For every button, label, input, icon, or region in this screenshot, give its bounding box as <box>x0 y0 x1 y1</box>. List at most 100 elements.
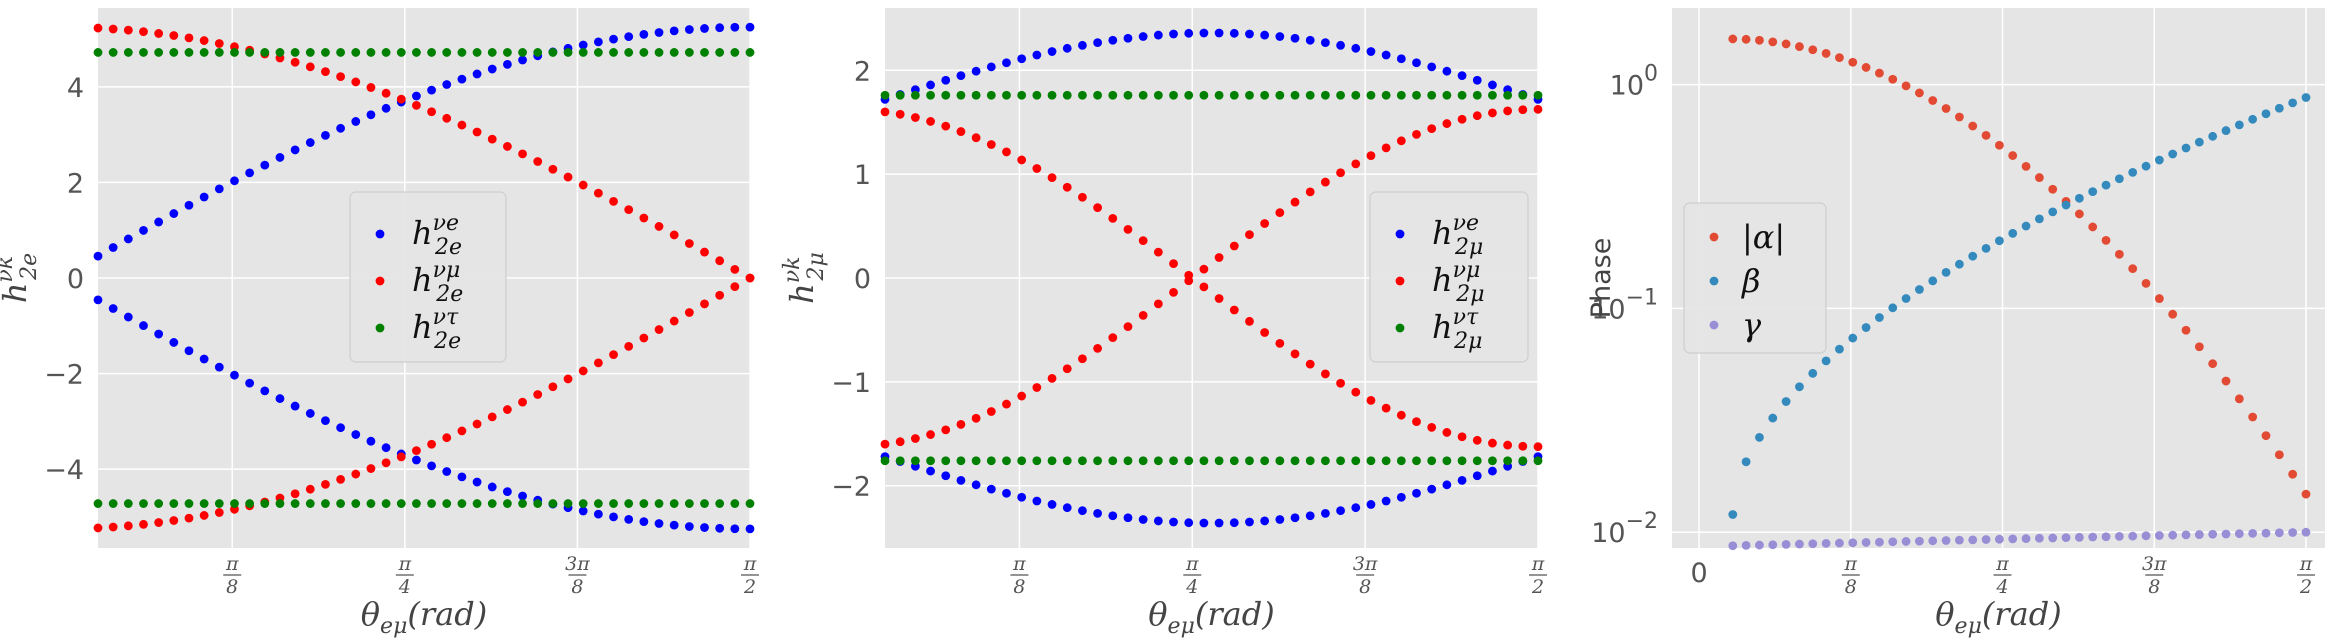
data-point <box>986 456 996 466</box>
data-point <box>1138 310 1148 320</box>
data-point <box>1518 456 1528 466</box>
data-point <box>1518 90 1528 100</box>
data-point <box>654 519 664 528</box>
data-point <box>1968 535 1978 545</box>
data-point <box>305 409 315 418</box>
data-point <box>910 113 920 122</box>
data-point <box>2114 532 2124 541</box>
data-point <box>1472 435 1482 445</box>
data-point <box>669 316 679 326</box>
data-point <box>730 499 740 508</box>
data-point <box>2141 531 2151 541</box>
y-tick-label: −1 <box>831 368 871 399</box>
data-point <box>1260 328 1270 337</box>
data-point <box>1795 42 1804 51</box>
data-point <box>1153 90 1163 100</box>
data-point <box>1245 456 1254 466</box>
data-point <box>1941 536 1951 545</box>
data-point <box>1320 369 1330 379</box>
data-point <box>1032 383 1042 392</box>
data-point <box>184 200 194 210</box>
data-point <box>1047 47 1057 56</box>
data-point <box>2248 528 2258 538</box>
data-point <box>1336 40 1345 50</box>
data-point <box>214 48 224 57</box>
data-point <box>1366 47 1376 56</box>
data-point <box>1290 349 1300 359</box>
data-point <box>154 329 164 339</box>
data-point <box>609 350 618 360</box>
data-point <box>1457 90 1467 100</box>
data-point <box>730 264 740 274</box>
data-point <box>1503 440 1513 450</box>
data-point <box>1533 90 1543 100</box>
data-point <box>1275 338 1285 348</box>
data-point <box>457 426 467 436</box>
data-point <box>926 80 935 90</box>
data-point <box>502 48 512 57</box>
data-point <box>1002 456 1011 466</box>
data-point <box>1741 34 1751 44</box>
data-point <box>971 456 981 466</box>
data-point <box>700 24 709 33</box>
data-point <box>487 499 497 508</box>
data-point <box>321 499 330 508</box>
data-point <box>2181 143 2191 153</box>
data-point <box>1169 287 1178 297</box>
x-tick-numerator: π <box>225 553 239 575</box>
data-point <box>1032 456 1042 466</box>
data-point <box>639 333 649 343</box>
data-point <box>487 412 497 422</box>
data-point <box>260 160 270 170</box>
data-point <box>154 518 164 527</box>
data-point <box>2128 264 2138 274</box>
data-point <box>548 48 558 57</box>
x-tick-label: π2 <box>2296 553 2315 598</box>
data-point <box>1062 182 1072 192</box>
data-point <box>1848 538 1858 548</box>
data-point <box>184 499 194 508</box>
data-point <box>2088 187 2098 197</box>
x-tick-denominator: 8 <box>2148 576 2160 598</box>
data-point <box>1169 90 1178 100</box>
data-point <box>1442 66 1452 76</box>
data-point <box>2248 114 2258 124</box>
data-point <box>1017 456 1027 466</box>
data-point <box>986 62 996 72</box>
data-point <box>1768 540 1778 550</box>
data-point <box>1915 285 1924 294</box>
data-point <box>578 180 588 190</box>
data-point <box>321 130 330 140</box>
data-point <box>1381 143 1391 153</box>
data-point <box>169 516 179 525</box>
data-point <box>169 209 179 218</box>
data-point <box>745 48 755 57</box>
data-point <box>548 382 558 392</box>
data-point <box>910 90 920 100</box>
data-point <box>533 499 543 508</box>
data-point <box>593 509 603 519</box>
x-axis-label: θeμ(rad) <box>1935 595 2061 639</box>
data-point <box>1981 535 1991 544</box>
data-point <box>624 205 634 215</box>
data-point <box>381 443 391 453</box>
data-point <box>1728 34 1738 44</box>
data-point <box>1533 442 1543 452</box>
legend: |α| βγ <box>1683 202 1827 354</box>
data-point <box>381 499 391 508</box>
data-point <box>2234 120 2244 130</box>
data-point <box>1488 456 1497 466</box>
data-point <box>578 366 588 376</box>
legend-label: hνμ 2e <box>412 258 463 307</box>
data-point <box>700 247 709 257</box>
data-point <box>1153 247 1163 257</box>
data-point <box>533 48 543 57</box>
data-point <box>941 425 951 435</box>
data-point <box>1153 299 1163 309</box>
data-point <box>1755 432 1764 442</box>
data-point <box>2101 532 2111 542</box>
legend-label: γ <box>1742 306 1762 344</box>
data-point <box>1199 282 1209 292</box>
data-point <box>1260 456 1270 466</box>
x-tick-label: π2 <box>741 553 759 598</box>
